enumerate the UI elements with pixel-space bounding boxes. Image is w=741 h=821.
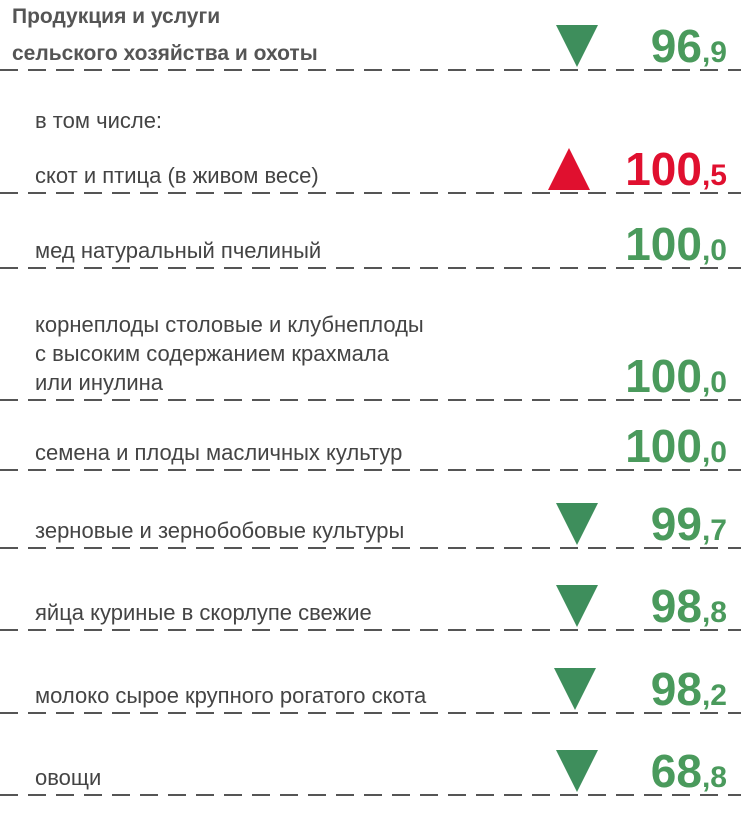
row-label: яйца куриные в скорлупе свежие — [35, 600, 372, 625]
value-decimal: ,0 — [702, 234, 727, 267]
value-integer: 99 — [651, 498, 702, 550]
trend-arrow — [556, 25, 598, 67]
row-label: молоко сырое крупного рогатого скота — [35, 683, 427, 708]
value-integer: 96 — [651, 20, 702, 72]
trend-arrow — [556, 503, 598, 545]
row-label: или инулина — [35, 370, 164, 395]
row-label: корнеплоды столовые и клубнеплоды — [35, 312, 424, 337]
value-integer: 100 — [625, 218, 702, 270]
trend-arrow — [548, 148, 590, 190]
value-decimal: ,5 — [702, 159, 727, 192]
value-integer: 98 — [651, 580, 702, 632]
row-value: 98,2 — [651, 663, 727, 715]
value-integer: 100 — [625, 143, 702, 195]
row-value: 68,8 — [651, 745, 727, 797]
row-label: с высоким содержанием крахмала — [35, 341, 390, 366]
row-label: Продукция и услуги — [12, 5, 220, 28]
row-value: 100,5 — [625, 143, 727, 195]
row-value: 99,7 — [651, 498, 727, 550]
trend-arrow — [554, 668, 596, 710]
value-integer: 98 — [651, 663, 702, 715]
trend-arrow — [556, 585, 598, 627]
subheading: в том числе: — [35, 108, 162, 133]
row-value: 100,0 — [625, 350, 727, 402]
value-integer: 100 — [625, 350, 702, 402]
row-label: семена и плоды масличных культур — [35, 440, 402, 465]
row-value: 100,0 — [625, 420, 727, 472]
value-decimal: ,2 — [702, 679, 727, 712]
row-value: 98,8 — [651, 580, 727, 632]
row-value: 100,0 — [625, 218, 727, 270]
row-label: зерновые и зернобобовые культуры — [35, 518, 404, 543]
trend-arrow — [556, 750, 598, 792]
value-integer: 68 — [651, 745, 702, 797]
value-decimal: ,0 — [702, 436, 727, 469]
row-label: сельского хозяйства и охоты — [12, 42, 318, 65]
row-label: мед натуральный пчелиный — [35, 238, 321, 263]
row-label: скот и птица (в живом весе) — [35, 163, 319, 188]
row-label: овощи — [35, 765, 101, 790]
value-decimal: ,0 — [702, 366, 727, 399]
row-value: 96,9 — [651, 20, 727, 72]
value-decimal: ,8 — [702, 596, 727, 629]
value-integer: 100 — [625, 420, 702, 472]
value-decimal: ,8 — [702, 761, 727, 794]
value-decimal: ,9 — [702, 36, 727, 69]
value-decimal: ,7 — [702, 514, 727, 547]
